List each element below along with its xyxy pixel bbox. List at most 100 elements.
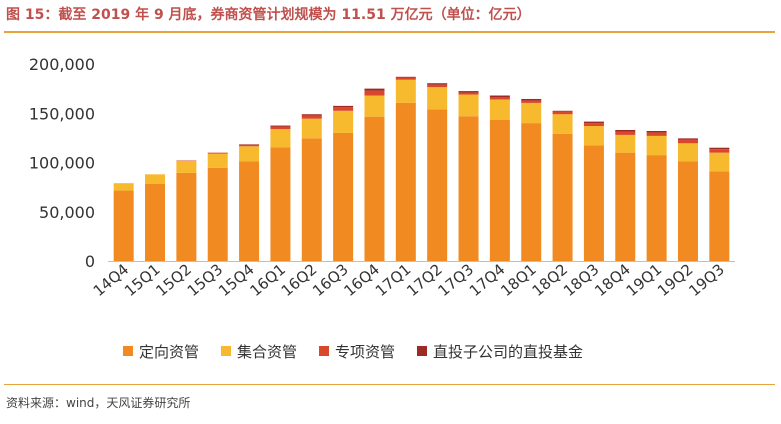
bar-segment-3 (364, 90, 385, 96)
bar-segment-1 (301, 138, 322, 261)
legend-label: 专项资管 (335, 342, 396, 361)
x-tick-label: 18Q3 (560, 260, 603, 300)
x-tick-label: 18Q4 (591, 260, 634, 300)
bar-segment-1 (176, 172, 197, 261)
legend-swatch (319, 346, 330, 356)
bar-segment-1 (709, 171, 730, 261)
bar-segment-2 (677, 143, 698, 162)
bar-segment-2 (113, 183, 134, 191)
x-tick-label: 19Q1 (623, 260, 666, 300)
y-tick-label: 150,000 (29, 104, 95, 123)
bar-segment-3 (615, 131, 636, 135)
bar-segment-3 (239, 144, 260, 147)
legend-label: 定向资管 (139, 342, 200, 361)
bar-segment-1 (239, 161, 260, 261)
bar-segment-1 (145, 183, 166, 261)
bar-segment-3 (427, 84, 448, 88)
bar-segment-2 (458, 94, 479, 117)
bar-segment-4 (646, 130, 667, 133)
bar-segment-4 (709, 147, 730, 150)
bar-segment-4 (677, 138, 698, 140)
bar-segment-3 (677, 139, 698, 144)
bar-segment-1 (333, 132, 354, 261)
bar-segment-4 (552, 110, 573, 112)
legend-item: 专项资管 (319, 341, 395, 362)
bar-segment-2 (521, 102, 542, 124)
bar-segment-1 (677, 161, 698, 261)
bar-segment-1 (458, 116, 479, 261)
x-tick-label: 15Q3 (184, 260, 227, 300)
bar-segment-3 (458, 92, 479, 95)
bar-segment-3 (709, 149, 730, 153)
bar-segment-3 (583, 123, 604, 127)
bar-segment-1 (489, 119, 510, 261)
bar-segment-2 (709, 152, 730, 172)
bar-segment-2 (646, 135, 667, 156)
bar-segment-4 (301, 114, 322, 116)
x-tick-label: 18Q1 (497, 260, 540, 300)
legend-item: 直投子公司的直投基金 (417, 341, 583, 362)
legend-swatch (123, 346, 133, 356)
bar-segment-4 (521, 98, 542, 101)
bar-segment-3 (489, 96, 510, 100)
bar-segment-3 (333, 107, 354, 111)
bar-segment-3 (301, 115, 322, 119)
bar-segment-4 (615, 129, 636, 132)
source-rule (4, 384, 775, 385)
y-tick-label: 0 (85, 252, 95, 271)
bar-segment-2 (333, 110, 354, 133)
bar-segment-4 (458, 91, 479, 93)
x-tick-label: 19Q3 (685, 260, 728, 300)
bar-segment-1 (646, 155, 667, 261)
bar-segment-3 (395, 77, 416, 80)
bar-segment-4 (270, 125, 291, 127)
legend-swatch (221, 346, 232, 356)
bar-segment-2 (301, 118, 322, 139)
bar-segment-1 (113, 190, 134, 261)
x-tick-label: 17Q4 (466, 260, 509, 300)
x-tick-label: 17Q3 (435, 260, 478, 300)
x-tick-label: 15Q2 (152, 260, 195, 300)
bar-segment-3 (521, 100, 542, 103)
bar-segment-3 (552, 111, 573, 115)
bar-segment-2 (239, 146, 260, 162)
bar-segment-4 (427, 83, 448, 85)
bar-segment-1 (521, 123, 542, 261)
legend-label: 集合资管 (237, 342, 298, 361)
bar-segment-2 (427, 87, 448, 110)
bar-segment-2 (364, 95, 385, 117)
bar-segment-4 (583, 121, 604, 124)
x-tick-label: 16Q3 (309, 260, 352, 300)
bar-segment-1 (615, 152, 636, 261)
legend-item: 定向资管 (123, 341, 199, 362)
bar-segment-3 (270, 126, 291, 130)
bar-segment-2 (615, 134, 636, 153)
x-tick-label: 17Q1 (372, 260, 415, 300)
y-tick-label: 200,000 (29, 55, 95, 74)
x-tick-label: 15Q1 (121, 260, 164, 300)
bar-segment-4 (395, 76, 416, 78)
x-tick-label: 16Q2 (278, 260, 321, 300)
bar-segment-1 (270, 147, 291, 261)
chart-title: 图 15：截至 2019 年 9 月底，券商资管计划规模为 11.51 万亿元（… (6, 7, 531, 23)
y-tick-label: 50,000 (39, 203, 95, 222)
bar-segment-2 (552, 114, 573, 134)
chart-legend: 定向资管 集合资管 专项资管 直投子公司的直投基金 (123, 340, 605, 362)
bar-segment-1 (395, 102, 416, 261)
legend-label: 直投子公司的直投基金 (433, 342, 584, 361)
bar-segment-2 (489, 99, 510, 120)
bar-segment-2 (270, 129, 291, 148)
x-tick-label: 19Q2 (654, 260, 697, 300)
bar-segment-1 (364, 116, 385, 261)
bar-segment-4 (489, 95, 510, 97)
bar-segment-2 (395, 79, 416, 103)
x-tick-label: 16Q1 (246, 260, 289, 300)
bar-segment-1 (583, 145, 604, 261)
legend-item: 集合资管 (221, 341, 297, 362)
bar-segment-1 (552, 133, 573, 261)
bar-segment-1 (427, 109, 448, 261)
source-note: 资料来源：wind，天风证券研究所 (6, 396, 191, 410)
x-tick-label: 17Q2 (403, 260, 446, 300)
bar-segment-4 (333, 105, 354, 108)
x-tick-label: 16Q4 (340, 260, 383, 300)
